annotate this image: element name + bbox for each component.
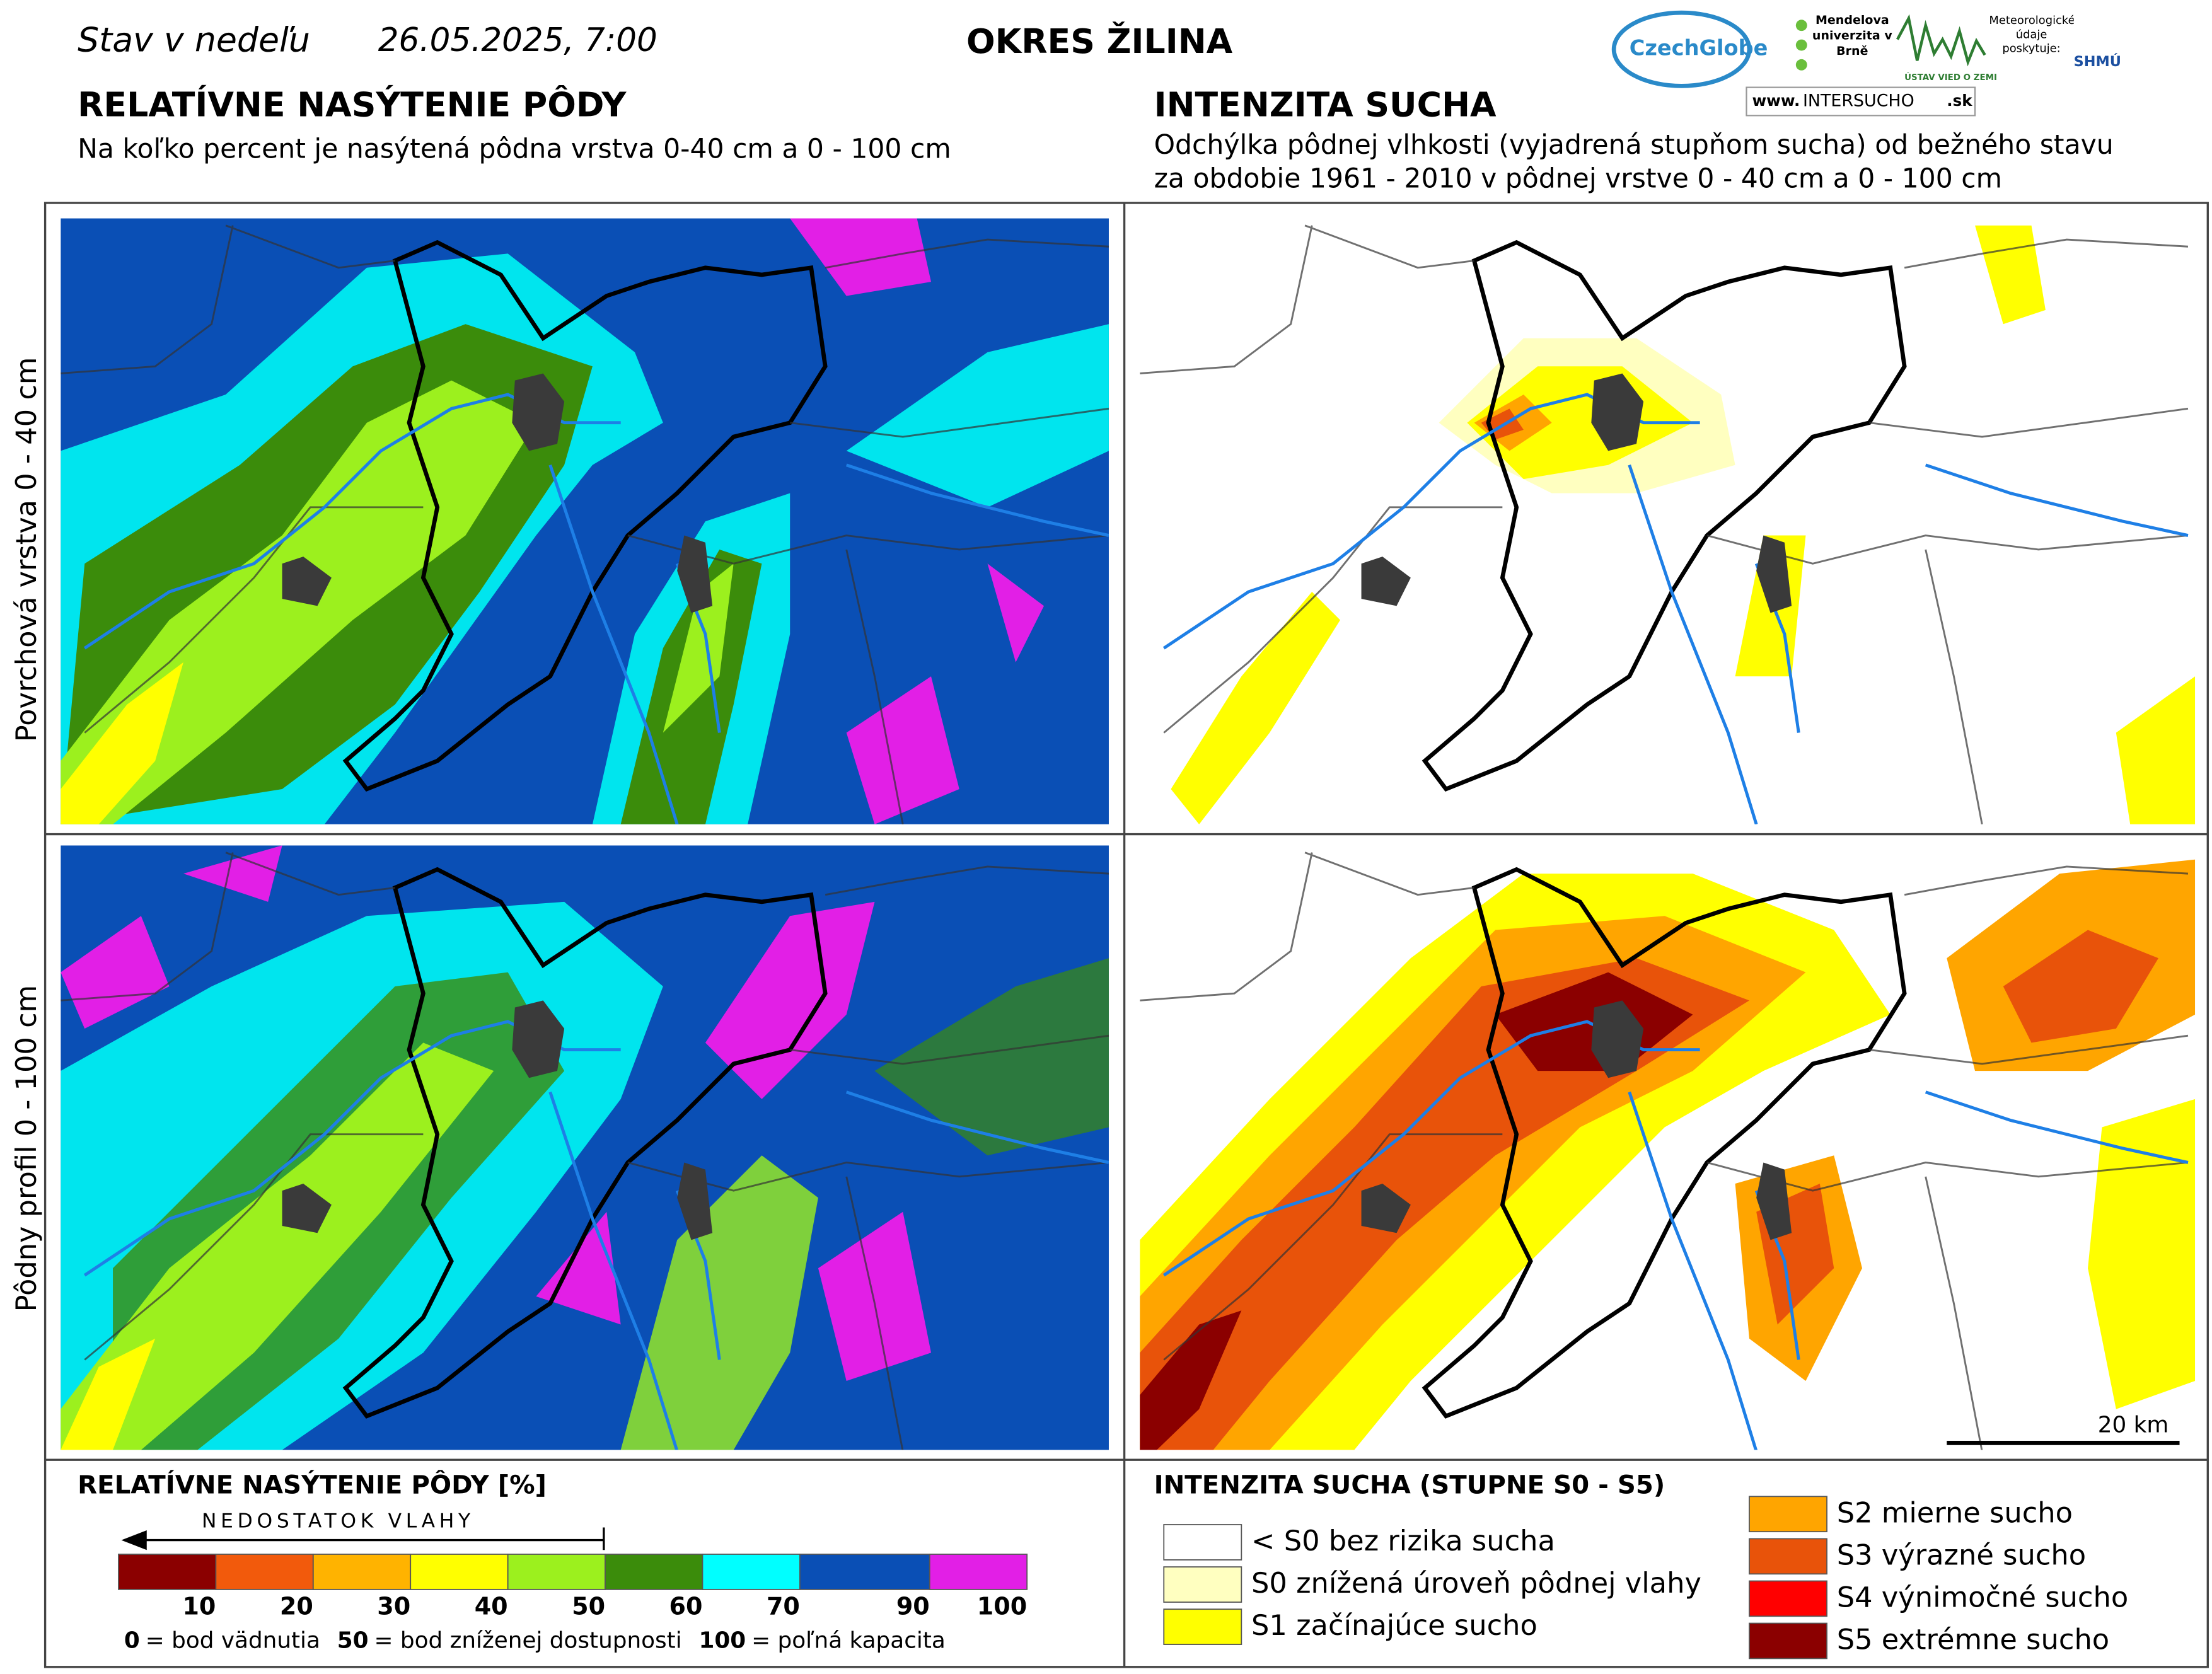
logo-sk: .sk (1947, 91, 1972, 110)
map-drought-surface (1140, 218, 2196, 824)
note-value: 0 (124, 1628, 140, 1654)
legend-tick-label: 20 (280, 1592, 313, 1620)
legend-arrow-label: NEDOSTATOK VLAHY (202, 1510, 475, 1533)
logo-meteo-text: Meteorologické údaje poskytuje: (1989, 14, 2074, 55)
legend-swatch (605, 1554, 704, 1590)
note-value: 50 (337, 1628, 369, 1654)
legend-swatch (118, 1554, 217, 1590)
legend-tick-label: 100 (977, 1592, 1027, 1620)
header-date: 26.05.2025, 7:00 (378, 21, 657, 59)
legend-drought-items: < S0 bez rizika sucha S0 znížená úroveň p… (1163, 1496, 2128, 1660)
legend-label: S0 znížená úroveň pôdnej vlahy (1251, 1566, 1701, 1600)
map-saturation-surface (61, 218, 1109, 824)
legend-tick-label: 50 (572, 1592, 605, 1620)
legend-swatch (507, 1554, 606, 1590)
legend-swatch (1749, 1622, 1827, 1660)
legend-tick-label: 60 (669, 1592, 703, 1620)
legend-swatch (1749, 1538, 1827, 1575)
logo-ring (1611, 10, 1752, 88)
logos: CzechGlobe Mendelova univerzita v Brně Ú… (1611, 10, 2121, 117)
logo-mendelu: Mendelova univerzita v Brně (1812, 14, 1892, 59)
logo-mendelu-text: Mendelova univerzita v Brně (1812, 14, 1892, 59)
frame (43, 202, 2209, 1668)
note-text: = poľná kapacita (751, 1628, 946, 1654)
legend-swatch (799, 1554, 930, 1590)
logo-uvz: ÚSTAV VIED O ZEMI (1904, 71, 1997, 83)
legend-notes: 0 = bod vädnutia 50 = bod zníženej dostupno… (124, 1628, 946, 1654)
row-label: Povrchová vrstva 0 - 40 cm (9, 357, 43, 742)
map-saturation-profile (61, 845, 1109, 1450)
row-label: Pôdny profil 0 - 100 cm (9, 985, 43, 1312)
legend-label: S5 extrémne sucho (1837, 1623, 2109, 1656)
legend-label: S4 výnimočné sucho (1837, 1581, 2128, 1614)
header-day: Stav v nedeľu (78, 20, 310, 60)
legend-swatch (1163, 1608, 1242, 1645)
legend-swatch (702, 1554, 801, 1590)
legend-tick-label: 40 (475, 1592, 508, 1620)
legend-color-bar: 10 20 30 40 50 60 70 90 100 (118, 1554, 1028, 1620)
logo-meteo: Meteorologické údaje poskytuje: (1989, 14, 2074, 55)
legend-swatch (1163, 1524, 1242, 1561)
legend-tick-label: 90 (896, 1592, 930, 1620)
legend-swatch (312, 1554, 412, 1590)
left-title: RELATÍVNE NASÝTENIE PÔDY (78, 85, 627, 125)
note-value: 100 (699, 1628, 746, 1654)
legend-label: < S0 bez rizika sucha (1251, 1524, 1555, 1557)
legend-swatch (215, 1554, 314, 1590)
legend-swatch (1749, 1580, 1827, 1617)
right-subtitle: Odchýlka pôdnej vlhkosti (vyjadrená stup… (1154, 130, 2114, 161)
scale-label: 20 km (2098, 1412, 2169, 1438)
left-subtitle: Na koľko percent je nasýtená pôdna vrstv… (78, 134, 951, 165)
legend-label: S2 mierne sucho (1837, 1496, 2073, 1529)
legend-label: S1 začínajúce sucho (1251, 1608, 1537, 1642)
legend-tick-label: 10 (182, 1592, 216, 1620)
note-text: = bod zníženej dostupnosti (374, 1628, 682, 1654)
legend-swatch (410, 1554, 509, 1590)
legend-swatch (1163, 1566, 1242, 1603)
legend-label: S3 výrazné sucho (1837, 1538, 2086, 1571)
legend-swatch (1749, 1496, 1827, 1533)
logo-intersucho: INTERSUCHO (1803, 91, 1914, 110)
header-district: OKRES ŽILINA (966, 21, 1233, 61)
right-subtitle: za obdobie 1961 - 2010 v pôdnej vrstve 0… (1154, 164, 2002, 195)
logo-www: www. (1752, 91, 1800, 110)
legend-swatch (929, 1554, 1028, 1590)
legend-note: 0 = bod vädnutia 50 = bod zníženej dostupno… (124, 1628, 946, 1654)
logo-shmu: SHMÚ (2074, 52, 2121, 70)
legend-tick-label: 70 (767, 1592, 800, 1620)
legend-tick-label: 30 (377, 1592, 410, 1620)
note-text: = bod vädnutia (146, 1628, 320, 1654)
legend-title: INTENZITA SUCHA (STUPNE S0 - S5) (1154, 1471, 1665, 1500)
logo-czechglobe: CzechGlobe (1630, 36, 1768, 61)
map-drought-profile (1140, 845, 2196, 1451)
legend-title: RELATÍVNE NASÝTENIE PÔDY [%] (78, 1469, 547, 1500)
right-title: INTENZITA SUCHA (1154, 85, 1497, 125)
